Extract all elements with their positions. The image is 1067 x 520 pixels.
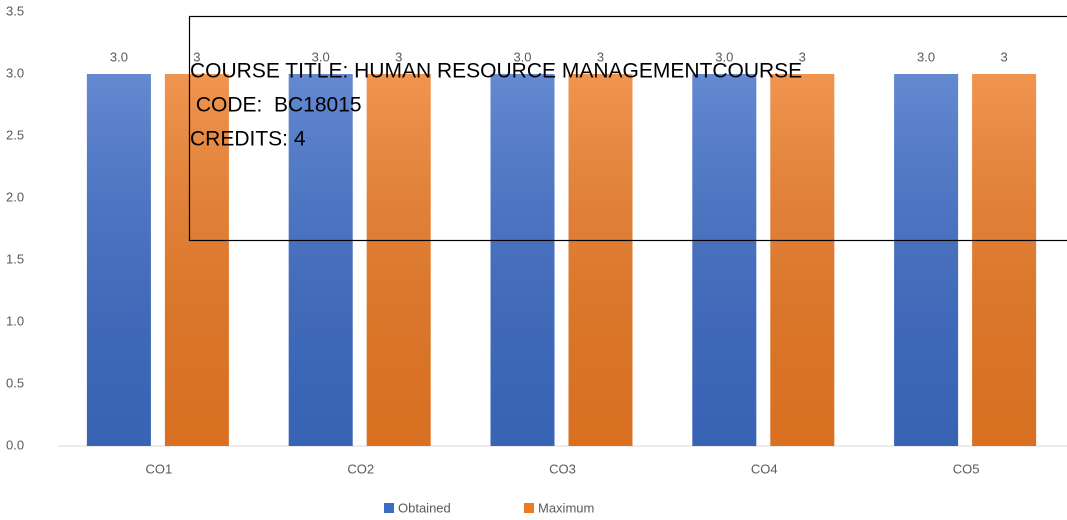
value-label: 3	[597, 49, 604, 64]
legend-swatch	[524, 503, 534, 513]
x-tick-label: CO3	[549, 461, 576, 476]
bar	[366, 74, 431, 446]
value-label: 3	[1000, 49, 1007, 64]
y-tick-label: 2.5	[6, 127, 24, 142]
value-label: 3.0	[110, 49, 128, 64]
value-label: 3.0	[513, 49, 531, 64]
annotation-line: COURSE TITLE: HUMAN RESOURCE MANAGEMENTC…	[190, 60, 802, 83]
y-tick-label: 0.5	[6, 375, 24, 390]
value-label: 3.0	[715, 49, 733, 64]
y-tick-label: 3.0	[6, 65, 24, 80]
x-tick-label: CO1	[146, 461, 173, 476]
y-tick-label: 0.0	[6, 437, 24, 452]
bar	[770, 74, 835, 446]
value-label: 3	[799, 49, 806, 64]
value-label: 3	[193, 49, 200, 64]
annotation-line: CODE: BC18015	[190, 94, 362, 117]
legend-label: Obtained	[398, 500, 451, 515]
legend-label: Maximum	[538, 500, 594, 515]
bar	[894, 74, 959, 446]
y-tick-label: 2.0	[6, 189, 24, 204]
y-tick-label: 1.5	[6, 251, 24, 266]
value-label: 3.0	[312, 49, 330, 64]
bar	[972, 74, 1037, 446]
x-tick-label: CO5	[953, 461, 980, 476]
x-tick-label: CO4	[751, 461, 778, 476]
legend-swatch	[384, 503, 394, 513]
bar	[86, 74, 151, 446]
x-tick-label: CO2	[347, 461, 374, 476]
annotation-line: CREDITS: 4	[190, 128, 306, 151]
y-tick-label: 3.5	[6, 3, 24, 18]
bar	[568, 74, 633, 446]
value-label: 3.0	[917, 49, 935, 64]
bar	[692, 74, 757, 446]
annotation-box	[188, 15, 1067, 242]
y-tick-label: 1.0	[6, 313, 24, 328]
value-label: 3	[395, 49, 402, 64]
bar	[490, 74, 555, 446]
